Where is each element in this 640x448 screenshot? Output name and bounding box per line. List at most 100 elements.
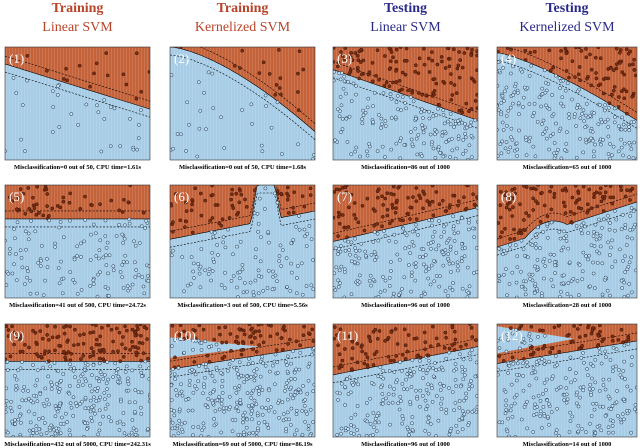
orange-point: [618, 61, 622, 65]
blue-point: [295, 264, 300, 268]
blue-point: [448, 244, 453, 249]
blue-point: [521, 374, 525, 378]
plot: [170, 324, 315, 437]
orange-point: [383, 54, 387, 58]
blue-point: [104, 381, 109, 386]
blue-point: [503, 146, 508, 151]
blue-point: [111, 264, 116, 269]
blue-point: [527, 383, 532, 388]
blue-point: [597, 217, 601, 222]
orange-point: [20, 333, 24, 338]
blue-point: [139, 390, 144, 395]
blue-point: [521, 95, 526, 100]
blue-point: [75, 291, 80, 296]
blue-point: [43, 278, 47, 283]
blue-point: [609, 245, 613, 250]
blue-point: [269, 125, 274, 130]
boundary: [170, 47, 315, 133]
blue-point: [203, 403, 208, 407]
orange-point: [619, 327, 624, 332]
blue-point: [343, 403, 347, 407]
blue-point: [285, 354, 290, 359]
blue-point: [603, 119, 608, 124]
orange-point: [91, 353, 96, 358]
blue-point: [620, 213, 625, 217]
blue-point: [505, 429, 510, 434]
orange-point: [445, 47, 450, 50]
blue-point: [391, 392, 396, 397]
blue-point: [170, 420, 175, 425]
blue-point: [538, 414, 543, 419]
blue-point: [103, 218, 108, 223]
blue-point: [375, 149, 380, 153]
orange-point: [240, 48, 245, 53]
orange-point: [418, 355, 423, 360]
orange-point: [173, 355, 177, 360]
blue-point: [389, 147, 394, 152]
orange-point: [146, 356, 150, 361]
blue-point: [339, 381, 344, 386]
blue-point: [67, 391, 72, 396]
blue-point: [425, 368, 430, 372]
blue-point: [193, 372, 198, 377]
orange-point: [343, 347, 347, 351]
blue-point: [380, 122, 384, 127]
orange-point: [223, 325, 228, 330]
orange-point: [355, 65, 360, 70]
blue-point: [631, 156, 636, 160]
blue-point: [109, 419, 113, 424]
blue-point: [565, 292, 570, 296]
panel-caption: Misclassification=0 out of 50, CPU time=…: [179, 164, 307, 171]
orange-point: [377, 329, 382, 333]
blue-point: [514, 358, 519, 363]
blue-point: [532, 406, 537, 410]
orange-point: [516, 231, 521, 235]
blue-point: [65, 420, 70, 424]
blue-point: [106, 286, 110, 291]
orange-point: [5, 324, 9, 329]
blue-point: [8, 405, 13, 410]
orange-point: [458, 58, 463, 62]
blue-point: [121, 240, 126, 245]
blue-point: [542, 362, 547, 367]
blue-point: [77, 379, 81, 384]
blue-point: [444, 411, 449, 415]
orange-point: [53, 348, 57, 353]
blue-point: [247, 431, 252, 436]
blue-point: [502, 89, 507, 94]
orange-point: [416, 91, 421, 95]
blue-point: [38, 392, 43, 396]
orange-point: [567, 75, 571, 80]
blue-point: [112, 106, 117, 111]
panel: (5)Misclassification=41 out of 500, CPU …: [4, 184, 151, 309]
blue-point: [39, 258, 43, 263]
blue-point: [123, 223, 127, 228]
blue-point: [288, 392, 293, 397]
orange-point: [81, 341, 86, 346]
blue-point: [217, 407, 222, 412]
orange-point: [630, 94, 635, 99]
blue-point: [456, 137, 461, 141]
blue-point: [528, 276, 532, 281]
blue-point: [83, 421, 87, 425]
blue-point: [251, 430, 255, 435]
orange-point: [607, 101, 612, 106]
blue-point: [249, 395, 253, 400]
blue-point: [53, 245, 57, 249]
blue-point: [305, 231, 310, 236]
blue-point: [450, 148, 455, 153]
blue-point: [76, 384, 81, 388]
blue-point: [575, 89, 580, 94]
blue-point: [540, 357, 544, 361]
blue-point: [392, 370, 397, 374]
orange-point: [355, 341, 360, 346]
blue-point: [197, 271, 202, 276]
orange-point: [450, 325, 455, 330]
blue-point: [180, 393, 185, 398]
blue-point: [430, 386, 434, 391]
blue-point: [86, 406, 91, 411]
orange-point: [89, 346, 94, 351]
blue-point: [177, 418, 182, 423]
blue-point: [610, 403, 615, 408]
blue-point: [522, 405, 527, 409]
